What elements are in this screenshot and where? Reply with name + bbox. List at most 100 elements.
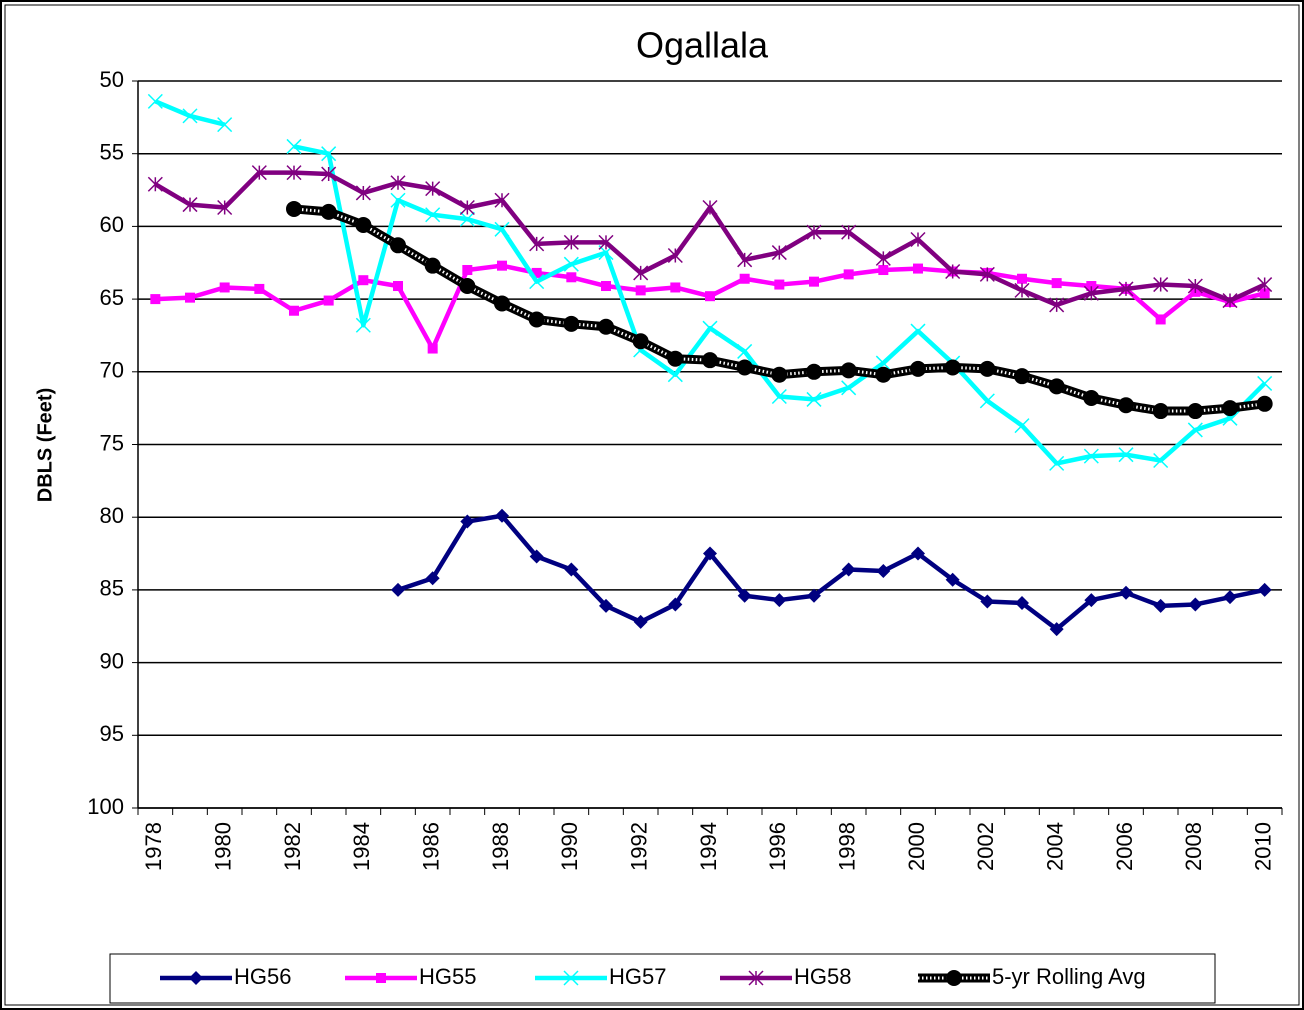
marker — [668, 597, 683, 612]
marker — [841, 562, 856, 577]
marker — [1155, 314, 1166, 325]
x-tick-label: 2010 — [1250, 822, 1275, 871]
marker — [529, 274, 545, 290]
marker — [219, 282, 230, 293]
marker — [564, 562, 579, 577]
marker — [459, 199, 475, 216]
x-tick-label: 1994 — [696, 822, 721, 871]
y-tick-label: 95 — [100, 721, 124, 746]
marker — [182, 197, 198, 213]
marker — [843, 269, 854, 280]
marker — [774, 279, 785, 290]
marker — [494, 192, 510, 208]
marker — [531, 267, 542, 278]
marker — [841, 380, 857, 396]
y-tick-label: 85 — [100, 576, 124, 601]
x-tick-label: 1998 — [834, 822, 859, 871]
marker — [1118, 397, 1134, 414]
marker — [633, 265, 649, 281]
marker — [632, 333, 649, 350]
marker — [875, 250, 891, 266]
marker — [667, 367, 683, 383]
legend-label: HG55 — [419, 964, 476, 989]
marker — [633, 614, 648, 629]
y-tick-label: 60 — [100, 212, 124, 237]
marker — [1257, 582, 1272, 597]
marker — [355, 317, 371, 333]
marker — [1187, 422, 1203, 438]
legend-marker — [376, 973, 386, 983]
marker — [427, 343, 438, 354]
marker — [323, 295, 334, 306]
marker — [875, 355, 891, 371]
marker — [1256, 395, 1273, 412]
marker — [355, 216, 372, 233]
y-tick-label: 65 — [100, 285, 124, 310]
marker — [809, 276, 819, 287]
marker — [1051, 278, 1062, 289]
marker — [320, 203, 337, 220]
marker — [424, 257, 441, 274]
marker — [390, 175, 406, 191]
marker — [459, 278, 476, 295]
marker — [182, 108, 198, 124]
marker — [1188, 597, 1203, 612]
y-tick-label: 100 — [87, 794, 124, 819]
legend-marker — [748, 970, 764, 986]
marker — [771, 388, 787, 405]
marker — [529, 549, 544, 564]
marker — [1259, 288, 1270, 299]
marker — [1048, 378, 1065, 395]
marker — [806, 363, 822, 380]
marker — [393, 281, 403, 292]
marker — [355, 185, 371, 201]
marker — [702, 352, 718, 369]
marker — [1083, 448, 1099, 464]
x-tick-label: 1988 — [488, 822, 513, 871]
marker — [772, 593, 787, 608]
x-tick-label: 2008 — [1181, 822, 1206, 871]
marker — [667, 350, 684, 367]
legend-label: 5-yr Rolling Avg — [992, 964, 1146, 989]
x-tick-label: 2004 — [1042, 822, 1067, 871]
marker — [494, 221, 510, 237]
marker — [1084, 593, 1099, 608]
marker — [670, 282, 681, 293]
marker — [460, 514, 475, 529]
marker — [462, 265, 473, 276]
marker — [737, 252, 753, 268]
x-tick-label: 1992 — [626, 822, 651, 871]
marker — [1153, 598, 1168, 613]
marker — [185, 292, 195, 303]
marker — [1014, 418, 1030, 434]
marker — [771, 366, 788, 383]
marker — [1223, 590, 1237, 605]
marker — [840, 362, 857, 379]
x-tick-label: 1996 — [765, 822, 790, 871]
marker — [254, 283, 265, 294]
marker — [705, 291, 715, 302]
y-tick-label: 80 — [100, 503, 124, 528]
marker — [1086, 281, 1097, 292]
legend-marker — [563, 970, 579, 986]
marker — [980, 594, 995, 609]
marker — [390, 237, 406, 254]
marker — [425, 571, 440, 586]
marker — [739, 273, 750, 284]
marker — [289, 305, 299, 316]
marker — [1153, 452, 1169, 469]
marker — [425, 181, 441, 197]
x-tick-label: 2002 — [973, 822, 998, 871]
marker — [910, 231, 926, 248]
marker — [736, 359, 753, 376]
legend-marker — [946, 970, 962, 986]
x-tick-label: 2000 — [904, 822, 929, 871]
marker — [358, 275, 369, 286]
marker — [529, 236, 545, 252]
marker — [1015, 595, 1029, 610]
x-tick-label: 1986 — [418, 822, 443, 871]
marker — [702, 199, 718, 216]
marker — [425, 207, 441, 223]
